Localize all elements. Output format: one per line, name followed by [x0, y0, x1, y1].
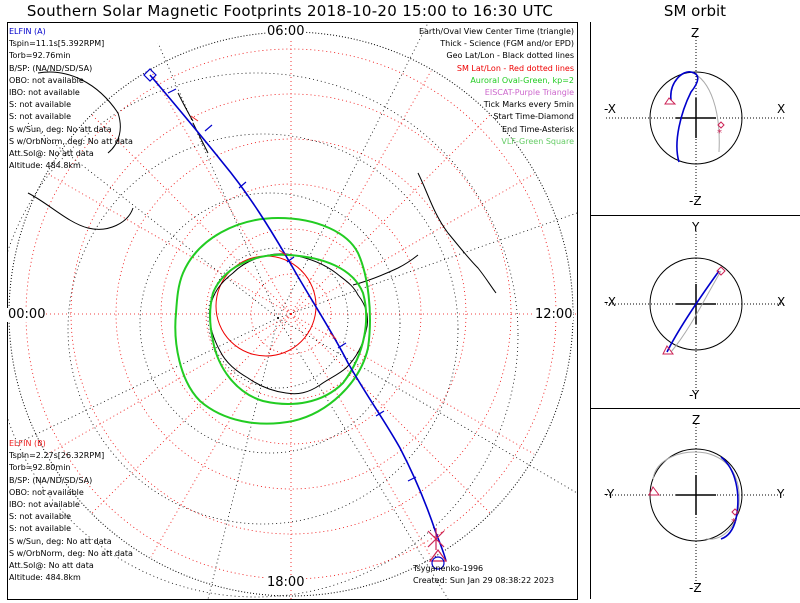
axis-label-right: Y: [777, 487, 785, 501]
orbit-start-diamond: [716, 266, 726, 276]
legend-item: End Time-Asterisk: [501, 124, 574, 134]
antarctica-coastline: [209, 253, 369, 395]
map-legend: Earth/Oval View Center Time (triangle) T…: [419, 26, 574, 148]
axis-label-left: -X: [604, 295, 616, 309]
elfin-a-line: Att.Sol@: No att data: [9, 149, 94, 159]
elfin-a-tick-marks: [167, 88, 417, 482]
geo-grid: [8, 23, 577, 599]
elfin-a-line: S: not available: [9, 100, 72, 110]
legend-item: Geo Lat/Lon - Black dotted lines: [446, 51, 574, 61]
orbit-panel-yz: * Z -Z -Y Y: [591, 408, 800, 599]
auroral-oval-outer: [174, 216, 371, 425]
time-label-left: 00:00: [7, 307, 47, 322]
legend-item: Earth/Oval View Center Time (triangle): [418, 27, 574, 36]
view-center-triangle: [428, 548, 448, 562]
time-label-right: 12:00: [534, 307, 574, 322]
orbit-plot-xy: [606, 231, 786, 394]
orbit-a-path: [666, 270, 720, 353]
elfin-b-line: S: not available: [9, 512, 72, 522]
elfin-a-line: IBO: not available: [9, 88, 80, 98]
orbit-plot-yz: *: [606, 424, 786, 587]
axis-label-right: X: [777, 102, 786, 116]
elfin-b-line: B/SP: (NA/ND/SD/SA): [9, 475, 93, 485]
elfin-b-line: S w/OrbNorm, deg: No att data: [9, 548, 133, 558]
elfin-a-line: S w/OrbNorm, deg: No att data: [9, 136, 133, 146]
sm-orbit-column: * Z -Z -X X Y -Y -X X: [590, 22, 800, 599]
elfin-b-line: Torb=92.80min: [9, 463, 71, 473]
axis-label-bottom: -Y: [689, 388, 700, 402]
orbit-end-triangle: [662, 345, 674, 355]
credit-block: Tsyganenko-1996 Created: Sun Jan 29 08:3…: [413, 563, 554, 587]
time-label-top: 06:00: [266, 24, 306, 39]
new-zealand-coast: [177, 92, 209, 154]
created-timestamp: Created: Sun Jan 29 08:38:22 2023: [413, 576, 555, 585]
orbit-panel-title: SM orbit: [663, 2, 727, 20]
axis-label-top: Y: [692, 220, 700, 234]
elfin-b-line: S w/Sun, deg: No att data: [9, 536, 112, 546]
axis-label-bottom: -Z: [689, 581, 702, 595]
elfin-b-line: Att.Sol@: No att data: [9, 561, 94, 571]
legend-item: EISCAT-Purple Triangle: [484, 88, 574, 98]
south-america-coast: [417, 172, 497, 294]
orbit-a-path: [720, 456, 739, 540]
elfin-b-line: Tspin=2.27s[26.32RPM]: [9, 451, 105, 461]
axis-label-left: -Y: [604, 487, 615, 501]
axis-label-bottom: -Z: [689, 194, 702, 208]
africa-coast: [27, 192, 134, 230]
orbit-end-asterisk: *: [731, 517, 736, 528]
elfin-a-line: S w/Sun, deg: No att data: [9, 124, 112, 134]
antarctic-peninsula: [352, 254, 419, 286]
elfin-a-line: Tspin=11.1s[5.392RPM]: [9, 39, 105, 49]
orbit-end-asterisk: *: [717, 128, 722, 139]
elfin-b-line: S: not available: [9, 524, 72, 534]
elfin-a-name: ELFIN (A): [9, 27, 46, 36]
orbit-start-diamond: [717, 121, 725, 129]
axis-label-left: -X: [604, 102, 616, 116]
orbit-panel-xy: Y -Y -X X: [591, 215, 800, 408]
legend-item: VLF-Green Square: [501, 136, 574, 146]
orbit-plot-xz: *: [606, 37, 786, 200]
orbit-start-triangle: [648, 486, 660, 496]
elfin-a-line: OBO: not available: [9, 75, 84, 85]
time-label-bottom: 18:00: [266, 575, 306, 590]
axis-label-top: Z: [691, 26, 700, 40]
elfin-b-name: ELFIN (B): [9, 439, 46, 448]
orbit-panel-xz: * Z -Z -X X: [591, 22, 800, 214]
axis-label-top: Z: [692, 413, 701, 427]
elfin-b-line: Altitude: 484.8km: [9, 573, 81, 583]
end-point-circle: [431, 556, 445, 570]
orbit-start-diamond: [731, 508, 739, 516]
legend-item: Auroral Oval-Green, kp=2: [470, 75, 574, 85]
elfin-a-line: Torb=92.76min: [9, 51, 71, 61]
axis-label-right: X: [777, 295, 786, 309]
orbit-a-path: [670, 71, 699, 163]
model-label: Tsyganenko-1996: [413, 564, 484, 573]
elfin-b-line: OBO: not available: [9, 487, 84, 497]
orbit-b-path: [690, 71, 720, 153]
legend-item: Thick - Science (FGM and/or EPD): [440, 39, 574, 49]
elfin-a-line: B/SP: (NA/ND/SD/SA): [9, 63, 93, 73]
start-diamond-marker: [143, 68, 157, 82]
elfin-a-line: Altitude: 484.8km: [9, 161, 81, 171]
elfin-b-tick-marks: [190, 115, 337, 340]
legend-item: Tick Marks every 5min: [483, 100, 574, 110]
auroral-oval-inner: [209, 253, 368, 405]
legend-item: SM Lat/Lon - Red dotted lines: [456, 63, 574, 73]
elfin-b-info: ELFIN (B) Tspin=2.27s[26.32RPM] Torb=92.…: [9, 438, 133, 584]
end-asterisk-marker: [427, 528, 445, 550]
australia-coast: [37, 71, 121, 154]
page-title: Southern Solar Magnetic Footprints 2018-…: [26, 2, 554, 20]
legend-item: Start Time-Diamond: [493, 112, 574, 122]
elfin-b-line: IBO: not available: [9, 500, 80, 510]
orbit-b-path: [670, 270, 722, 353]
elfin-a-line: S: not available: [9, 112, 72, 122]
elfin-a-info: ELFIN (A) Tspin=11.1s[5.392RPM] Torb=92.…: [9, 26, 133, 172]
orbit-start-triangle: [664, 97, 677, 105]
